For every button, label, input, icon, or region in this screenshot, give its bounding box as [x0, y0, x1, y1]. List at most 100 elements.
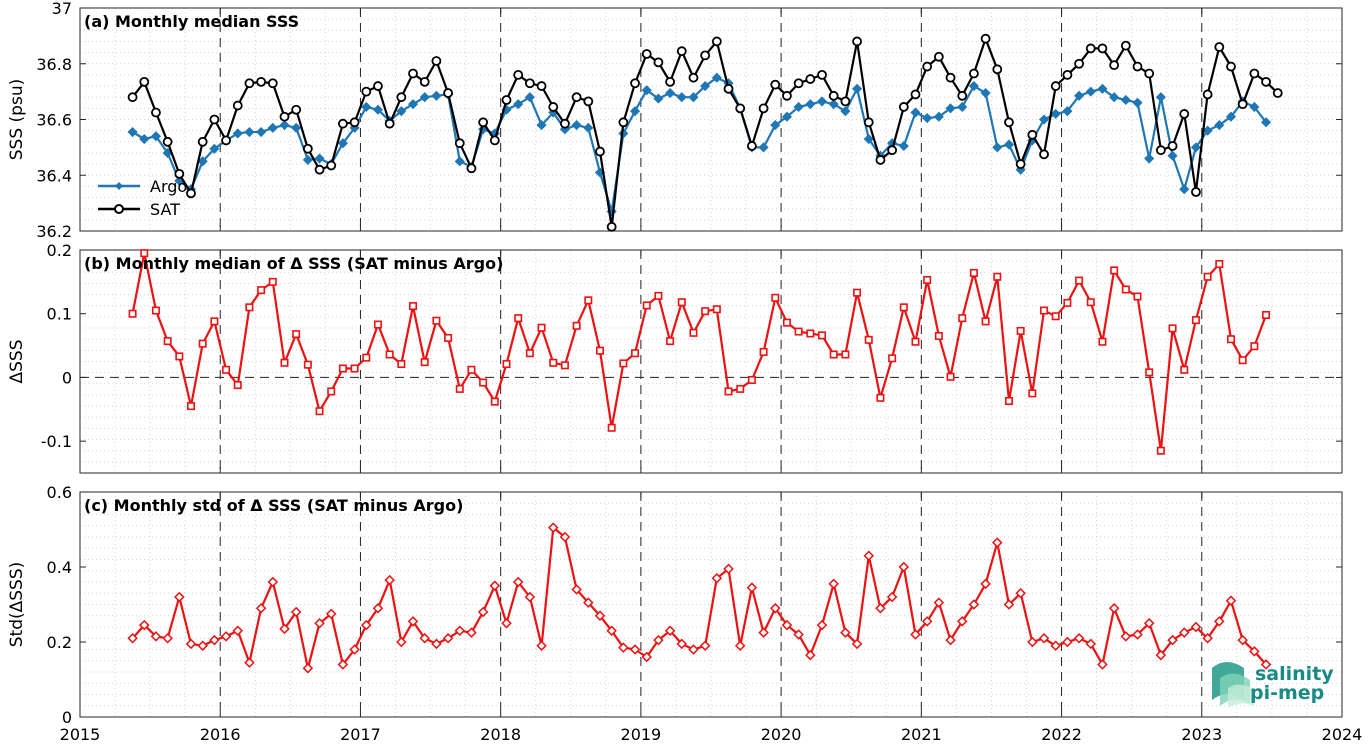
data-point — [221, 135, 231, 146]
data-point — [549, 358, 558, 367]
grid — [80, 492, 1342, 717]
data-point — [245, 303, 254, 312]
data-point — [1038, 632, 1050, 644]
data-point — [1179, 109, 1190, 119]
data-point — [851, 638, 863, 650]
data-point — [945, 103, 956, 114]
logo-line2: pi-mep — [1250, 682, 1324, 704]
data-point — [619, 359, 628, 368]
y-tick-label: 36.2 — [36, 222, 72, 241]
data-point — [781, 111, 793, 122]
data-point — [302, 143, 313, 154]
data-point — [1225, 111, 1237, 122]
data-point — [781, 619, 793, 631]
data-point — [631, 349, 640, 358]
data-point — [747, 375, 756, 384]
data-point — [302, 662, 314, 674]
data-point — [454, 156, 465, 167]
data-point — [899, 303, 908, 312]
panel-a: 36.2 36.4 36.6 36.8 37 SSS (psu) (a) Monthly m… — [7, 0, 1343, 241]
data-point — [816, 619, 828, 631]
data-point — [560, 118, 570, 129]
data-point — [699, 640, 711, 652]
data-point — [1249, 68, 1260, 79]
data-point — [863, 117, 874, 128]
x-tick-label: 2020 — [761, 725, 802, 744]
data-point — [888, 354, 897, 363]
data-point — [128, 309, 137, 318]
data-point — [957, 101, 968, 113]
data-point — [1202, 632, 1213, 644]
data-point — [734, 640, 746, 652]
data-point — [361, 86, 372, 97]
data-point — [1132, 629, 1143, 640]
data-point — [244, 78, 255, 89]
data-point — [279, 111, 290, 122]
data-point — [1004, 397, 1013, 406]
data-point — [477, 606, 489, 618]
y-tick-label: 0.1 — [47, 305, 72, 324]
y-tick-label: 37 — [52, 0, 72, 18]
data-point — [1238, 356, 1247, 365]
y-tick-label: 0.6 — [47, 483, 72, 502]
data-point — [782, 90, 792, 101]
data-point — [1190, 142, 1202, 153]
data-point — [712, 305, 721, 314]
legend-argo-marker — [115, 182, 123, 190]
x-tick-label: 2019 — [621, 725, 662, 744]
data-point — [875, 155, 886, 165]
data-point — [968, 599, 980, 610]
data-point — [467, 365, 476, 374]
y-tick-label: 0.2 — [47, 633, 72, 652]
data-point — [1062, 106, 1073, 117]
data-point — [887, 145, 898, 156]
data-point — [606, 625, 617, 637]
data-point — [547, 522, 559, 533]
data-point — [1191, 316, 1200, 325]
data-point — [419, 632, 430, 644]
data-point — [736, 384, 745, 393]
data-point — [197, 156, 208, 167]
data-point — [921, 616, 933, 627]
data-point — [1272, 88, 1283, 98]
data-point — [1063, 298, 1072, 307]
data-point — [606, 221, 617, 232]
data-point — [1249, 101, 1260, 113]
legend-argo-label: Argo — [150, 177, 187, 196]
logo-wave-icon-3 — [1228, 684, 1254, 708]
data-point — [244, 657, 255, 668]
data-point — [793, 101, 804, 113]
data-point — [1250, 342, 1259, 351]
data-point — [361, 619, 372, 631]
data-point — [420, 358, 429, 367]
data-point — [1003, 599, 1015, 610]
data-point — [735, 103, 746, 114]
data-point — [419, 76, 430, 87]
data-point — [701, 307, 710, 316]
data-point — [758, 142, 769, 153]
data-point — [863, 550, 875, 562]
data-point — [595, 146, 605, 157]
data-point — [560, 361, 569, 370]
data-point — [559, 531, 571, 543]
data-point — [594, 610, 606, 622]
data-point — [232, 625, 244, 637]
series-delta — [127, 522, 1272, 674]
data-point — [863, 133, 874, 145]
data-point — [513, 99, 524, 110]
data-point — [162, 136, 173, 147]
data-point — [455, 384, 464, 393]
data-point — [349, 117, 360, 128]
data-point — [700, 80, 711, 92]
data-point — [911, 337, 920, 346]
data-point — [1108, 602, 1120, 614]
data-point — [292, 330, 301, 339]
data-point — [898, 102, 909, 112]
data-point — [642, 301, 651, 310]
data-point — [489, 135, 500, 146]
data-point — [793, 78, 804, 89]
data-point — [1214, 616, 1225, 627]
data-point — [327, 387, 336, 396]
data-point — [454, 138, 465, 149]
data-point — [268, 277, 277, 286]
